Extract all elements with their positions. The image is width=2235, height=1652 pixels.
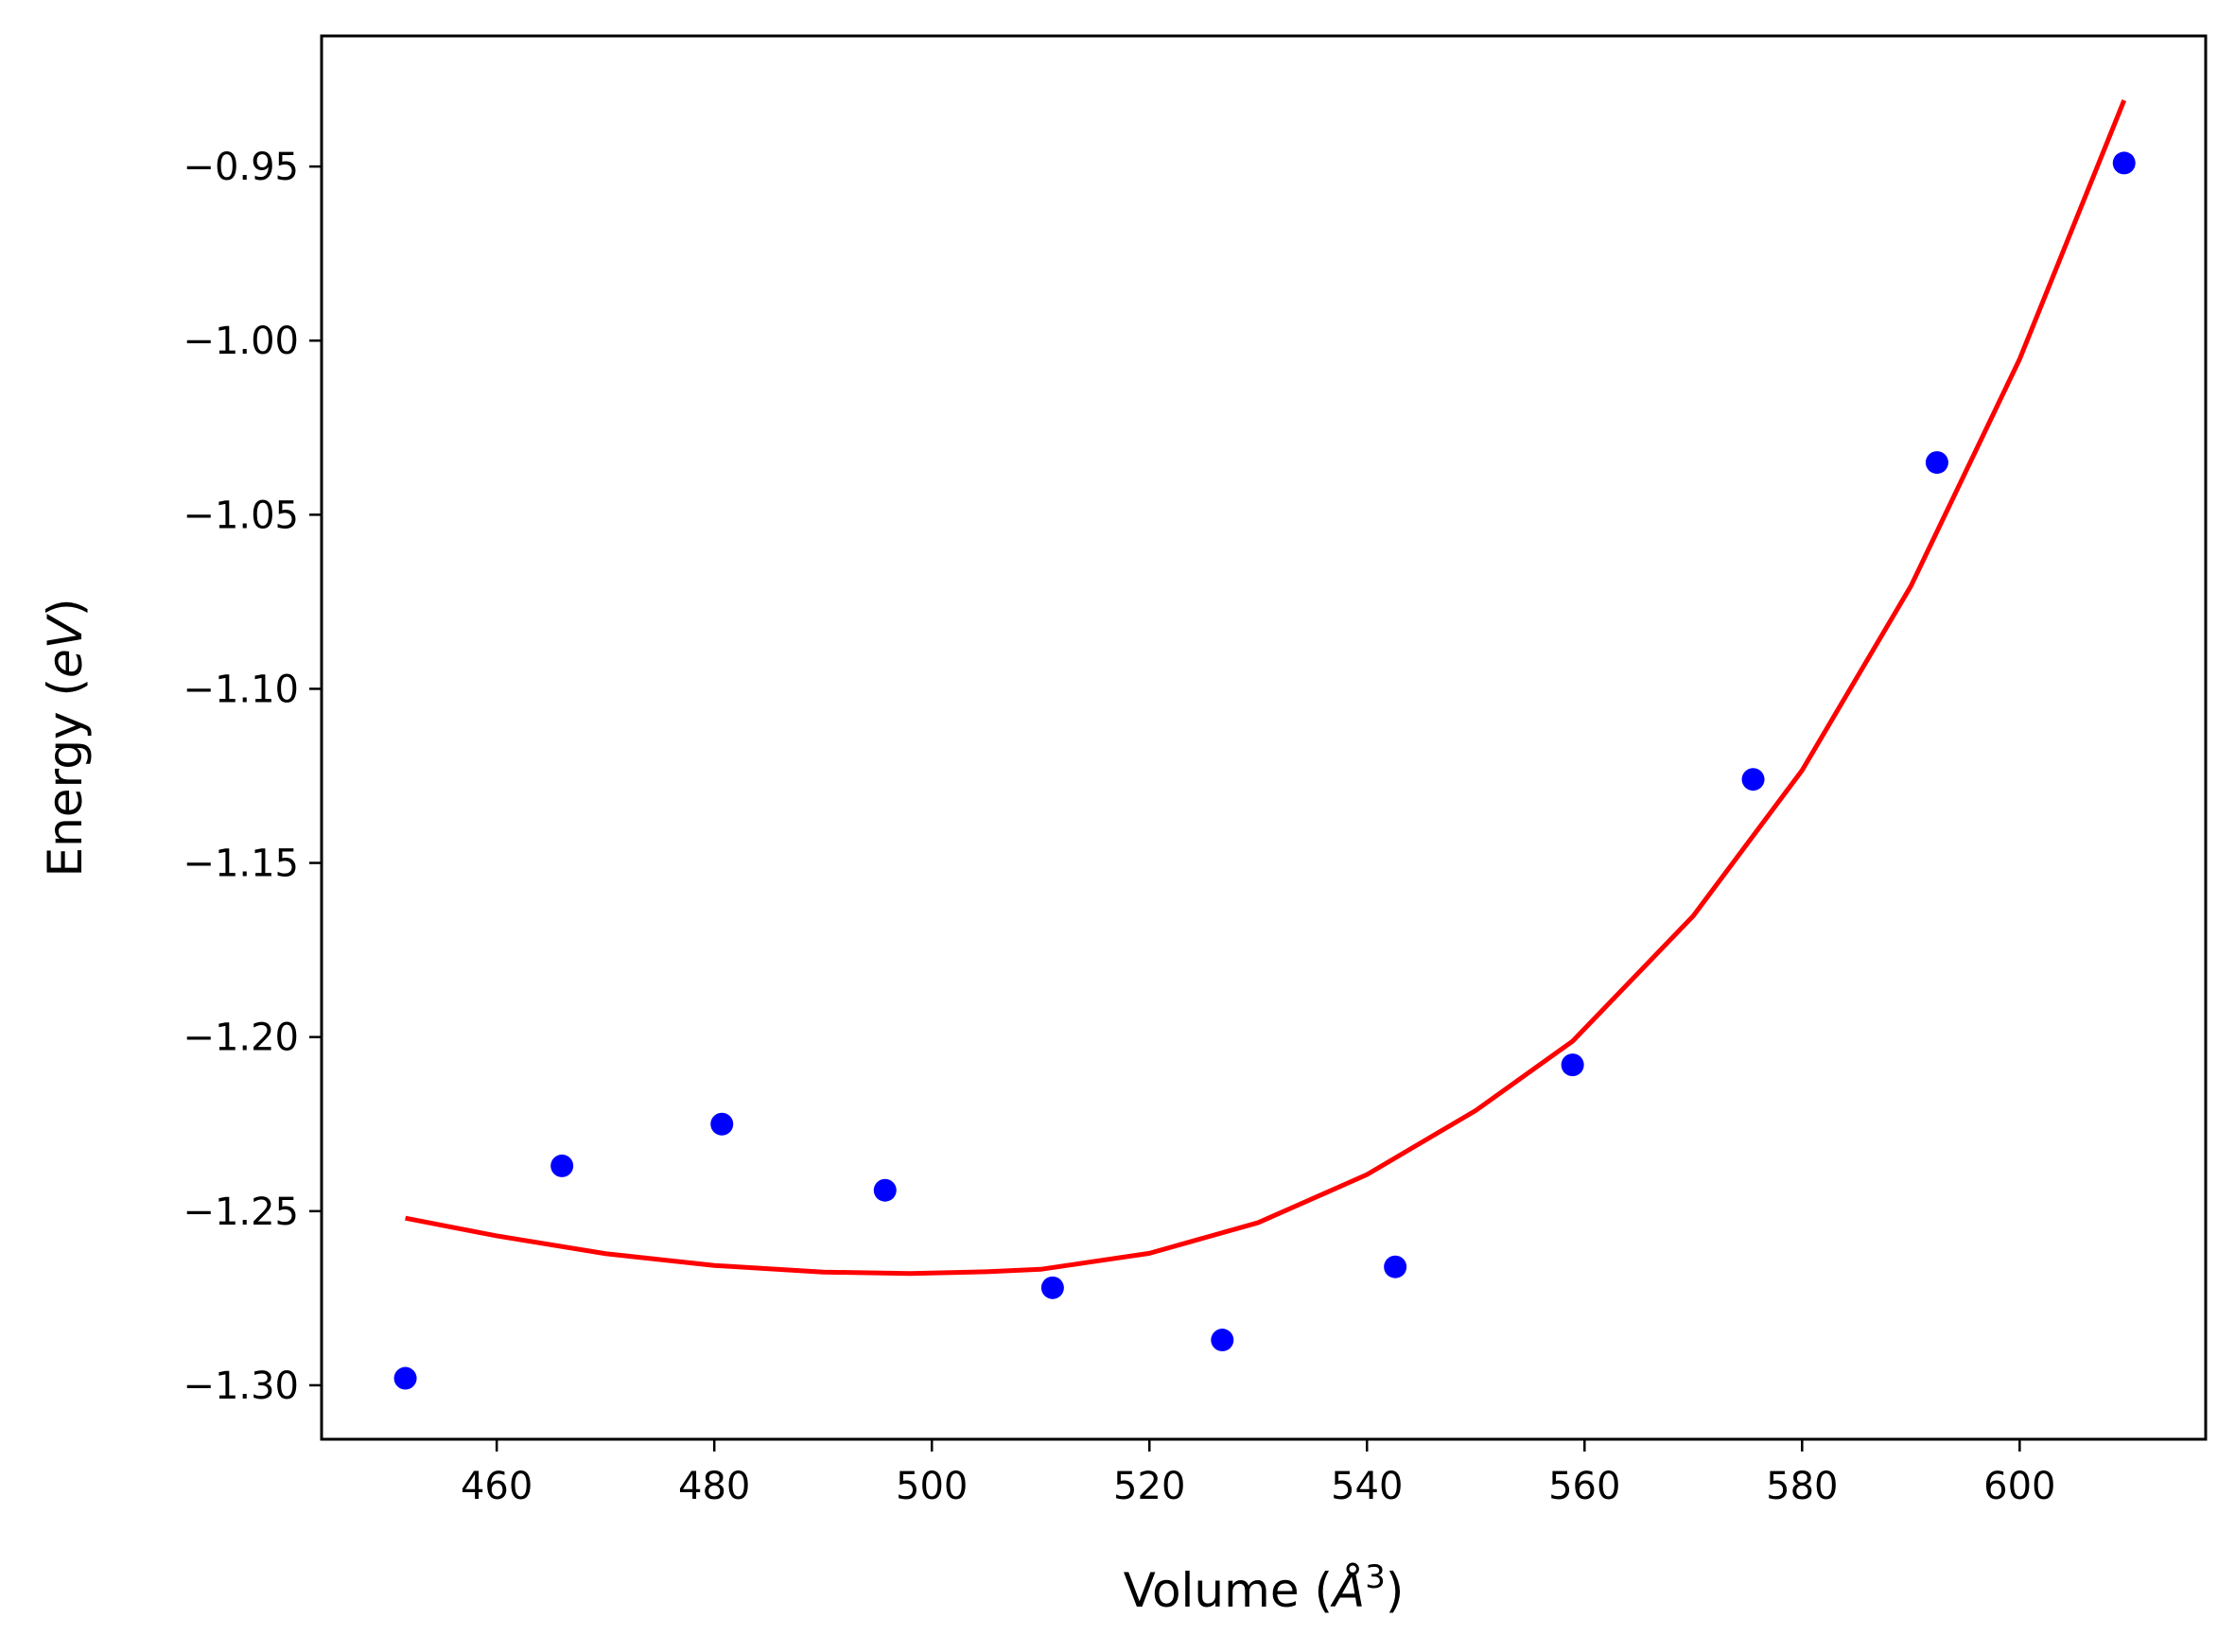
x-axis-label-unit: Å [1330, 1563, 1365, 1618]
x-tick-label: 480 [678, 1465, 750, 1508]
x-tick-label: 560 [1548, 1465, 1620, 1508]
y-axis-label-close: ) [38, 599, 93, 617]
ticks-layer: 460 480 500 520 540 560 580 600 −0.95 −1.00 −1.05 −… [183, 146, 2055, 1508]
x-axis-label: Volume (Å3) [1124, 1558, 1405, 1618]
x-tick-label: 500 [896, 1465, 968, 1508]
data-point [393, 1366, 417, 1390]
data-point [2112, 151, 2136, 175]
data-point [1741, 768, 1765, 791]
data-point [1384, 1255, 1407, 1278]
y-tick-label: −1.00 [183, 320, 299, 363]
data-point [710, 1112, 734, 1136]
x-tick-label: 540 [1331, 1465, 1403, 1508]
y-tick-label: −1.15 [183, 843, 299, 886]
x-axis-label-exponent: 3 [1365, 1558, 1386, 1596]
axes-frame [320, 34, 2208, 1441]
y-tick-label: −1.30 [183, 1365, 299, 1408]
data-point [1040, 1276, 1064, 1299]
x-tick-label: 520 [1113, 1465, 1185, 1508]
data-point [1211, 1329, 1234, 1352]
fit-curve-line [405, 99, 2127, 1277]
x-axis-label-close: ) [1386, 1563, 1405, 1618]
data-point [550, 1154, 574, 1177]
y-tick-label: −1.05 [183, 494, 299, 537]
data-point [1561, 1053, 1584, 1077]
y-tick-label: −1.10 [183, 668, 299, 711]
y-axis-label-main: Energy ( [38, 678, 93, 877]
y-axis-label-unit: eV [38, 613, 93, 678]
x-tick-label: 460 [461, 1465, 533, 1508]
y-tick-label: −0.95 [183, 146, 299, 189]
y-axis-label: Energy (eV) [38, 599, 93, 878]
y-tick-label: −1.20 [183, 1017, 299, 1060]
data-point [1925, 451, 1948, 475]
data-point [873, 1178, 897, 1202]
y-tick-label: −1.25 [183, 1191, 299, 1234]
x-tick-label: 580 [1766, 1465, 1838, 1508]
plot-layer [393, 99, 2136, 1390]
x-axis-label-main: Volume ( [1124, 1563, 1333, 1618]
x-tick-label: 600 [1983, 1465, 2055, 1508]
